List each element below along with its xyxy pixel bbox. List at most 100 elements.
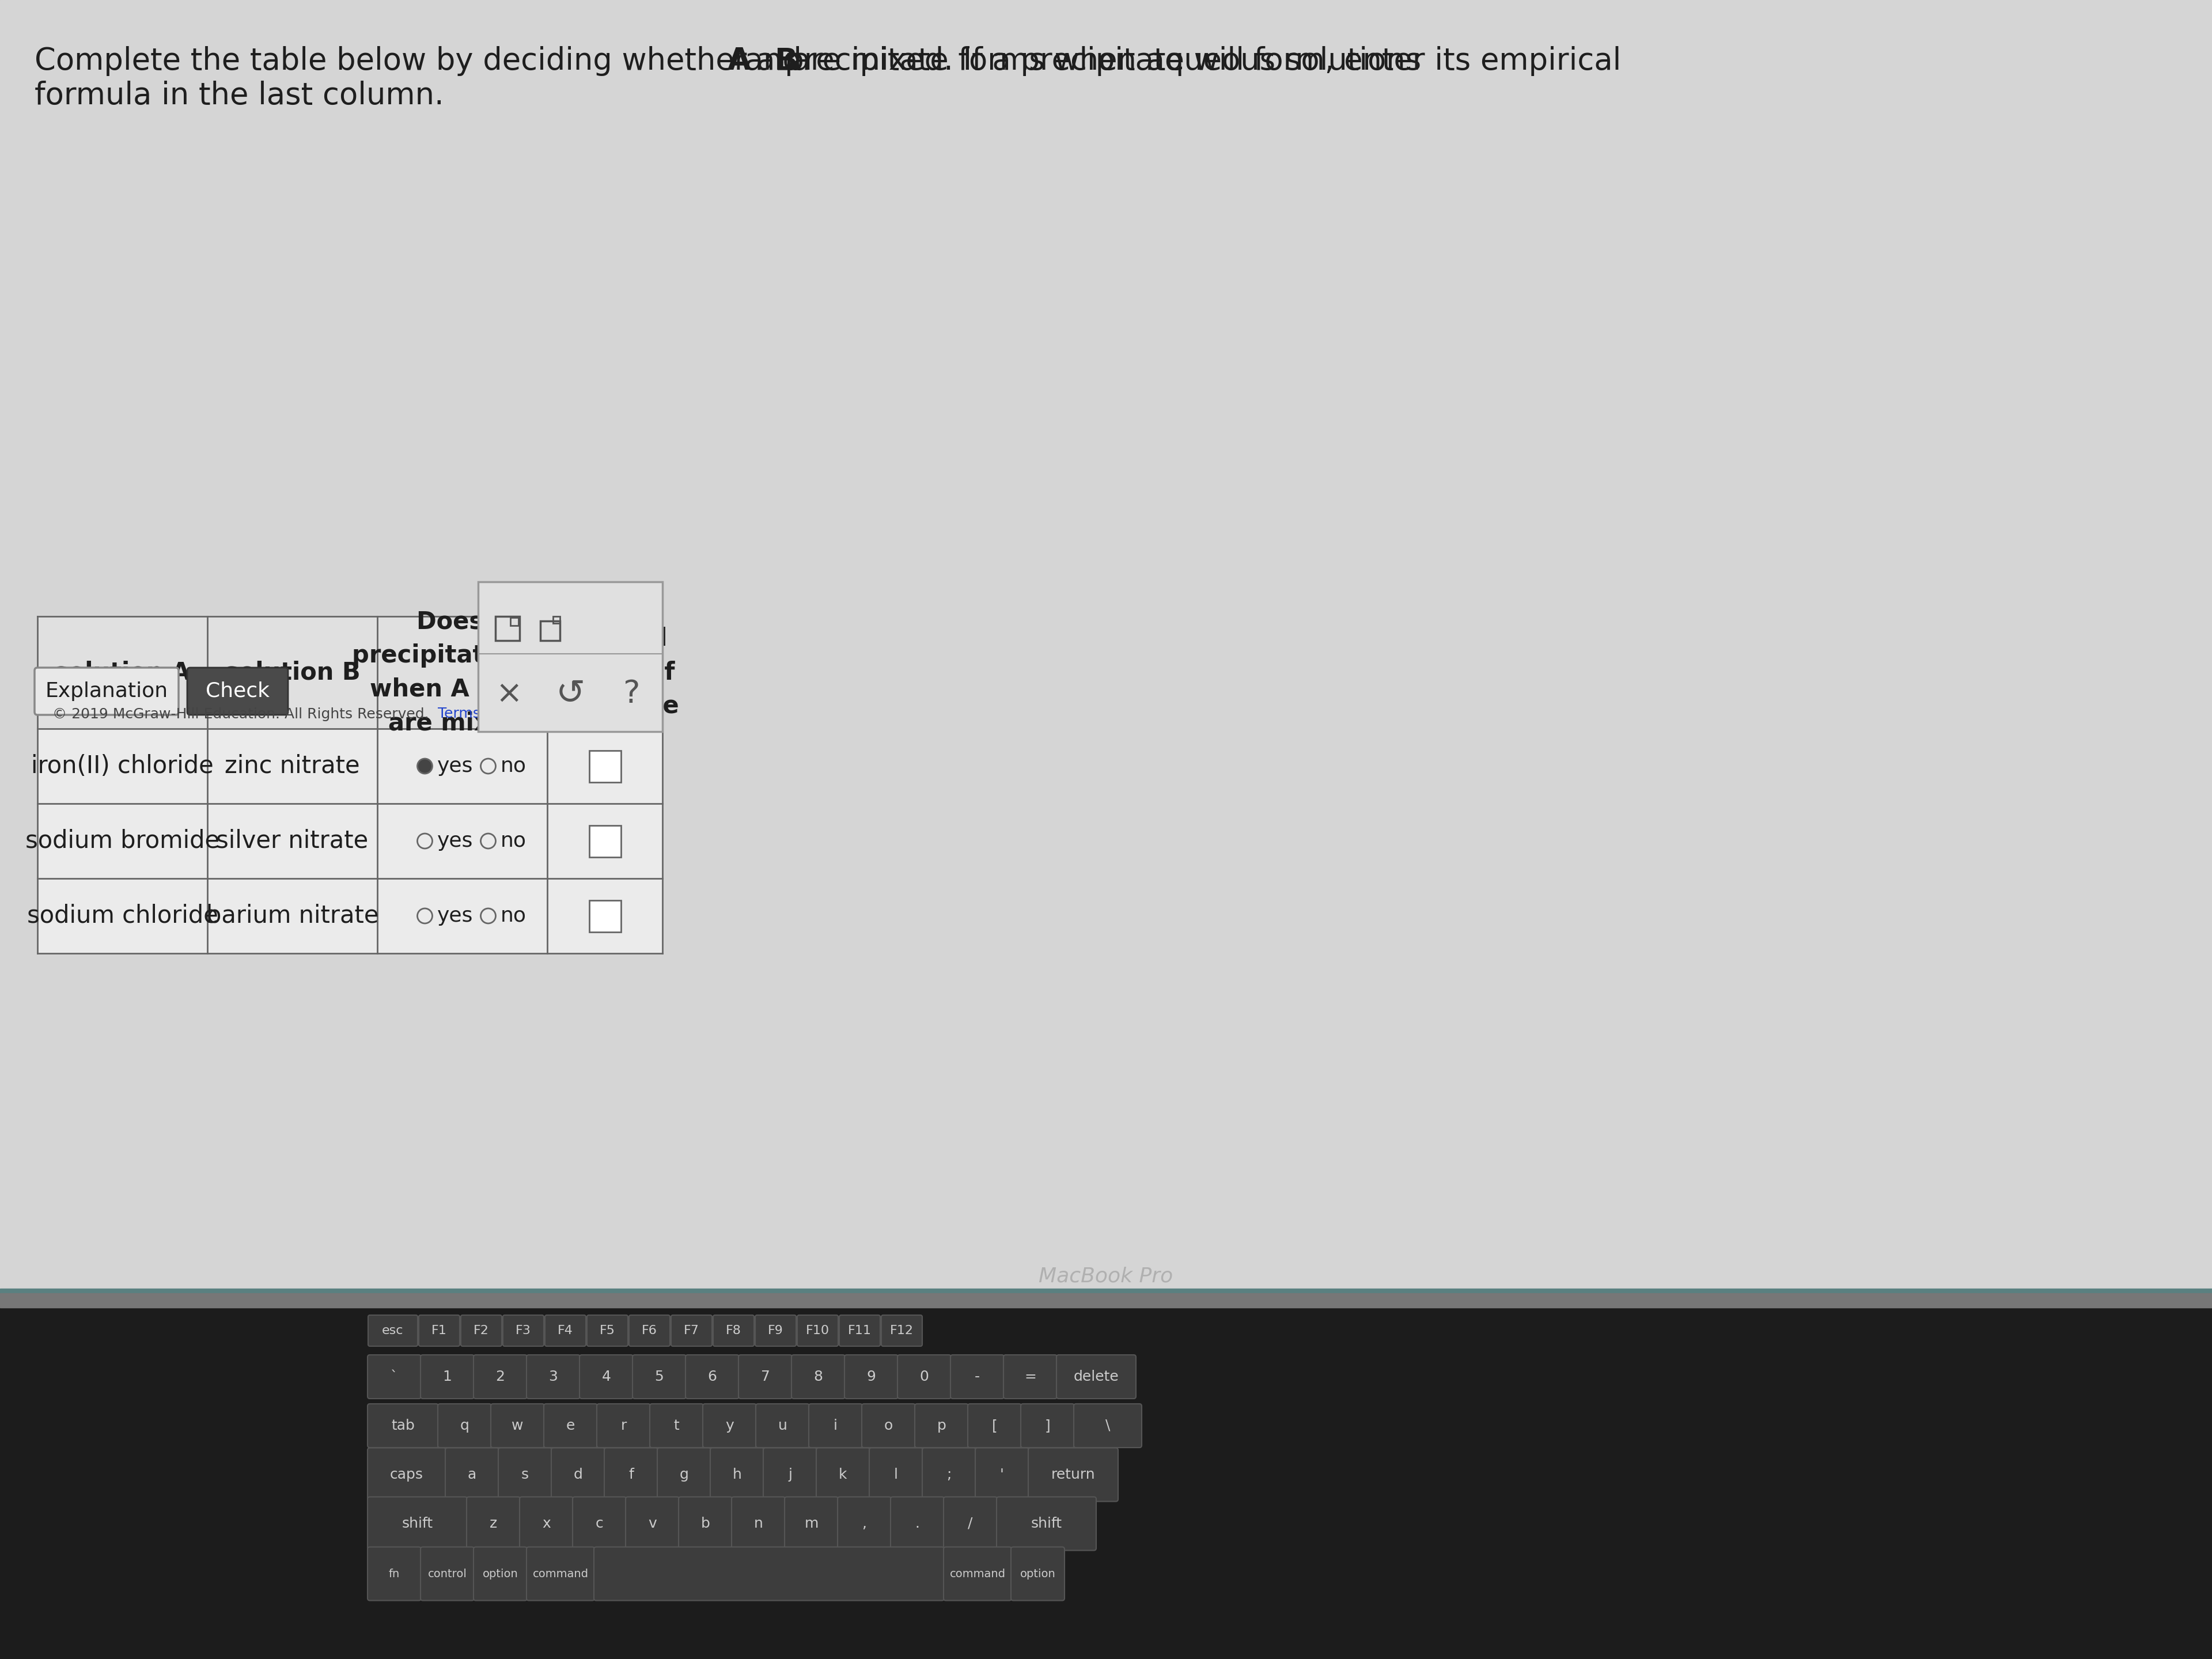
Text: empirical
formula of
precipitate: empirical formula of precipitate [531, 627, 679, 718]
Text: solution A: solution A [55, 660, 190, 685]
Bar [588, 901, 622, 932]
Text: fn: fn [389, 1568, 400, 1579]
Text: formula in the last column.: formula in the last column. [35, 81, 445, 111]
Text: ×: × [495, 679, 522, 710]
FancyBboxPatch shape [467, 1496, 520, 1551]
Text: m: m [805, 1516, 818, 1531]
FancyBboxPatch shape [838, 1496, 891, 1551]
Text: t: t [675, 1418, 679, 1433]
Text: j: j [787, 1468, 792, 1481]
FancyBboxPatch shape [498, 1448, 551, 1501]
FancyBboxPatch shape [597, 1404, 650, 1448]
FancyBboxPatch shape [367, 1496, 467, 1551]
FancyBboxPatch shape [657, 1448, 710, 1501]
Text: w: w [511, 1418, 524, 1433]
Text: 8: 8 [814, 1370, 823, 1384]
FancyBboxPatch shape [586, 1316, 628, 1345]
Text: tab: tab [392, 1418, 414, 1433]
Text: solution B: solution B [223, 660, 361, 685]
Text: d: d [573, 1468, 582, 1481]
Text: 4: 4 [602, 1370, 611, 1384]
Text: F11: F11 [847, 1326, 872, 1337]
FancyBboxPatch shape [593, 1546, 945, 1601]
Text: and: and [734, 46, 812, 76]
Text: iron(II) chloride: iron(II) chloride [31, 755, 215, 778]
Text: Explanation: Explanation [44, 682, 168, 702]
FancyBboxPatch shape [969, 1404, 1022, 1448]
Text: F12: F12 [889, 1326, 914, 1337]
FancyBboxPatch shape [945, 1496, 998, 1551]
FancyBboxPatch shape [551, 1448, 604, 1501]
FancyBboxPatch shape [188, 667, 288, 715]
Bar [588, 825, 622, 856]
Bar [0, 0, 2212, 1296]
Text: 2: 2 [495, 1370, 504, 1384]
Text: zinc nitrate: zinc nitrate [226, 755, 361, 778]
FancyBboxPatch shape [891, 1496, 945, 1551]
FancyBboxPatch shape [796, 1316, 838, 1345]
Bar [38, 617, 661, 954]
FancyBboxPatch shape [420, 1355, 473, 1399]
FancyBboxPatch shape [420, 1546, 473, 1601]
FancyBboxPatch shape [754, 1316, 796, 1345]
Text: y: y [726, 1418, 734, 1433]
FancyBboxPatch shape [763, 1448, 816, 1501]
Text: -: - [975, 1370, 980, 1384]
FancyBboxPatch shape [1029, 1448, 1117, 1501]
Text: return: return [1051, 1468, 1095, 1481]
Text: MacBook Pro: MacBook Pro [1040, 1266, 1172, 1286]
Text: 3: 3 [549, 1370, 557, 1384]
Text: v: v [648, 1516, 657, 1531]
Text: q: q [460, 1418, 469, 1433]
Text: =: = [1024, 1370, 1035, 1384]
Bar [38, 617, 661, 728]
Text: Terms of Use  |  Privacy: Terms of Use | Privacy [438, 707, 606, 722]
Bar [0, 0, 2212, 1296]
FancyBboxPatch shape [739, 1355, 792, 1399]
FancyBboxPatch shape [679, 1496, 732, 1551]
Text: Complete the table below by deciding whether a precipitate forms when aqueous so: Complete the table below by deciding whe… [35, 46, 1431, 76]
FancyBboxPatch shape [670, 1316, 712, 1345]
FancyBboxPatch shape [975, 1448, 1029, 1501]
FancyBboxPatch shape [951, 1355, 1004, 1399]
FancyBboxPatch shape [792, 1355, 845, 1399]
FancyBboxPatch shape [898, 1355, 951, 1399]
FancyBboxPatch shape [922, 1448, 975, 1501]
Text: b: b [701, 1516, 710, 1531]
FancyBboxPatch shape [1011, 1546, 1064, 1601]
FancyBboxPatch shape [757, 1404, 810, 1448]
FancyBboxPatch shape [367, 1546, 420, 1601]
Text: yes: yes [438, 757, 473, 776]
Text: yes: yes [438, 831, 473, 851]
FancyBboxPatch shape [367, 1355, 420, 1399]
FancyBboxPatch shape [633, 1355, 686, 1399]
Text: A: A [728, 46, 750, 76]
Bar [0, 1296, 2212, 1659]
Text: control: control [427, 1568, 467, 1579]
Text: F1: F1 [431, 1326, 447, 1337]
Text: sodium bromide: sodium bromide [24, 830, 219, 853]
Text: silver nitrate: silver nitrate [217, 830, 369, 853]
FancyBboxPatch shape [502, 1316, 544, 1345]
FancyBboxPatch shape [478, 582, 661, 732]
FancyBboxPatch shape [712, 1316, 754, 1345]
Text: caps: caps [389, 1468, 422, 1481]
FancyBboxPatch shape [418, 1316, 460, 1345]
Text: sodium chloride: sodium chloride [27, 904, 219, 927]
Text: command: command [533, 1568, 588, 1579]
Text: F6: F6 [641, 1326, 657, 1337]
Text: no: no [500, 757, 526, 776]
Text: F4: F4 [557, 1326, 573, 1337]
Text: B: B [774, 46, 799, 76]
Text: no: no [500, 831, 526, 851]
Text: l: l [894, 1468, 898, 1481]
Text: F7: F7 [684, 1326, 699, 1337]
FancyBboxPatch shape [460, 1316, 502, 1345]
Text: barium nitrate: barium nitrate [206, 904, 378, 927]
FancyBboxPatch shape [573, 1496, 626, 1551]
FancyBboxPatch shape [491, 1404, 544, 1448]
Bar [0, 1289, 2212, 1299]
Text: F3: F3 [515, 1326, 531, 1337]
FancyBboxPatch shape [810, 1404, 863, 1448]
FancyBboxPatch shape [1057, 1355, 1137, 1399]
